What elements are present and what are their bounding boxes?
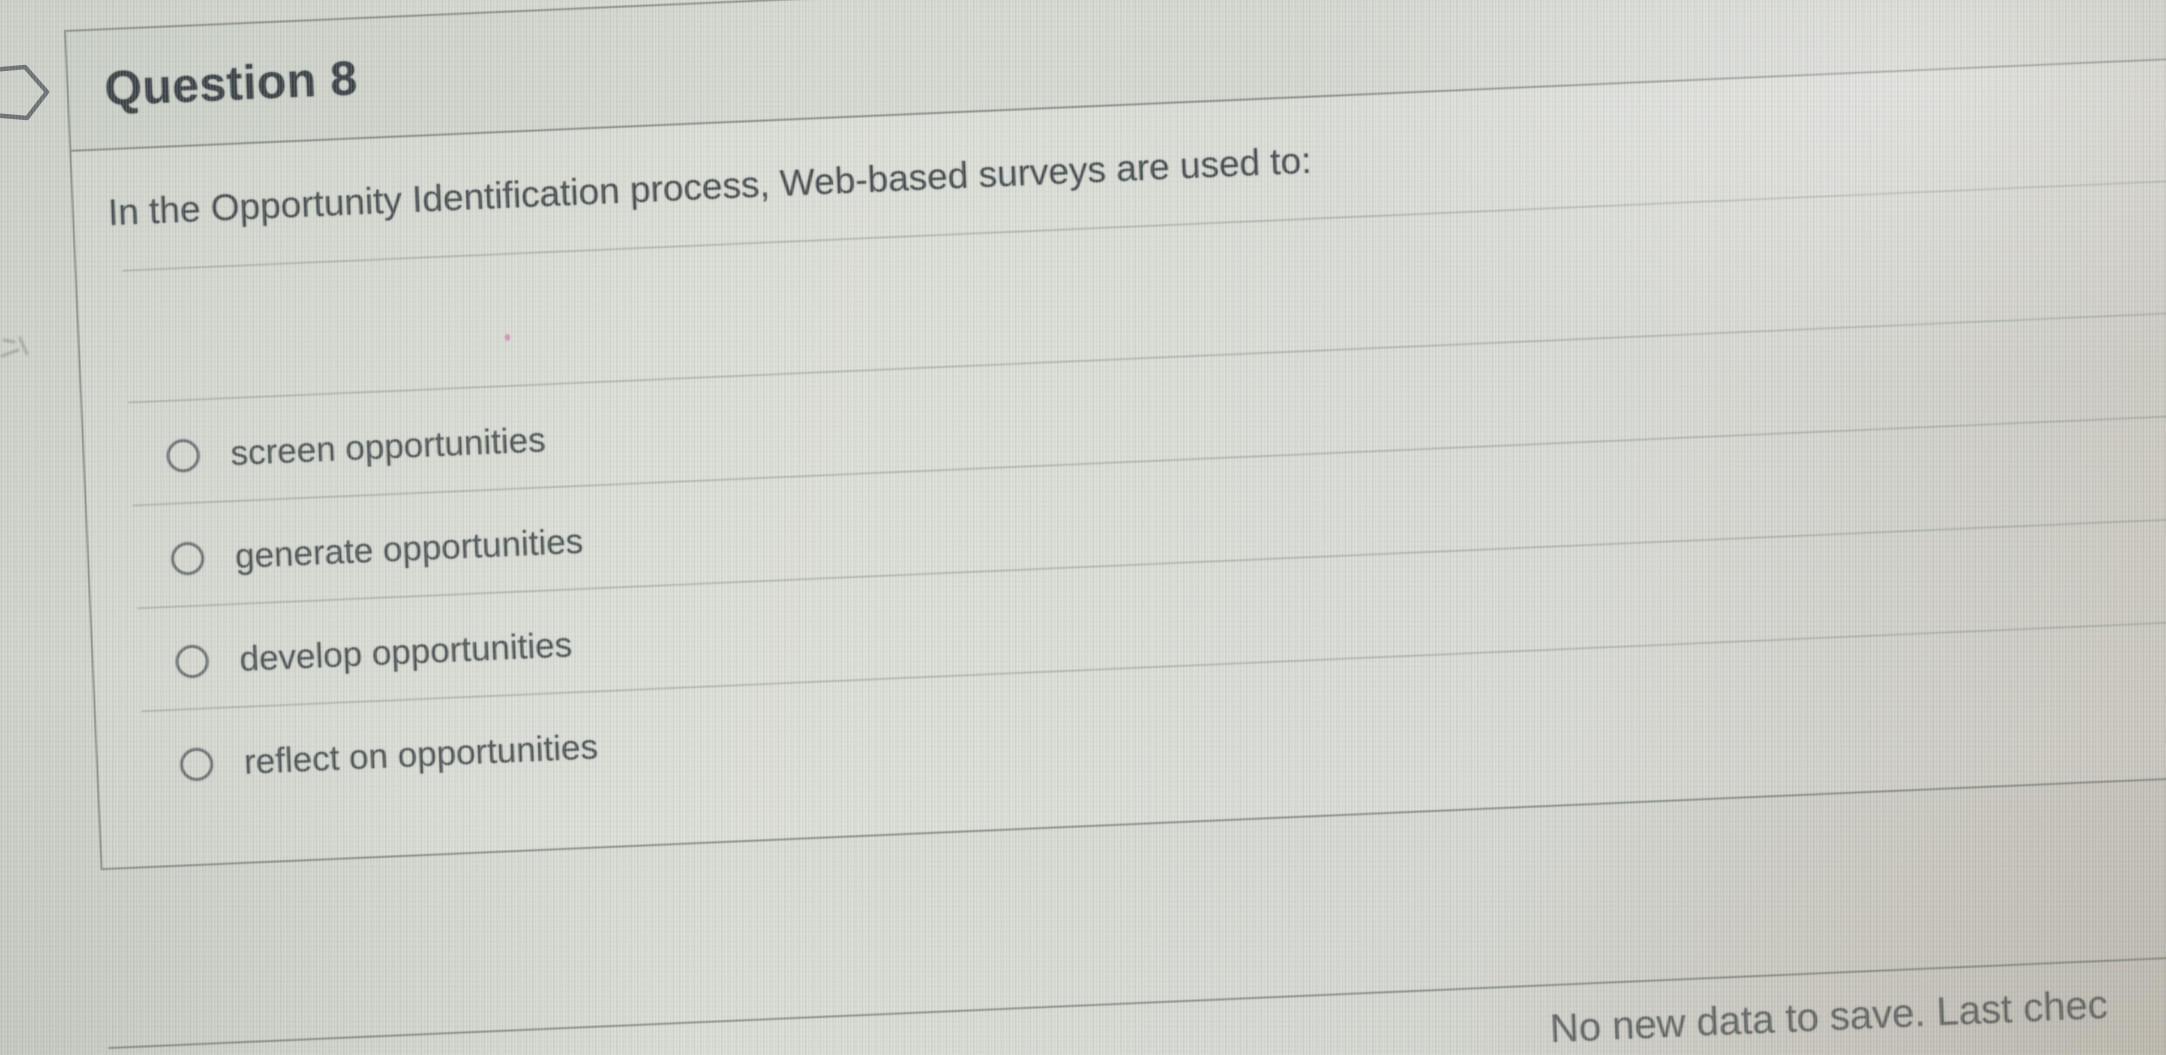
pixel-speck: [505, 334, 510, 341]
answer-label-2[interactable]: generate opportunities: [234, 521, 584, 576]
autosave-status-text: No new data to save. Last chec: [1549, 982, 2109, 1052]
faint-artifact: [0, 336, 29, 358]
question-title: Question 8: [103, 51, 359, 116]
answer-radio-4[interactable]: [179, 747, 214, 782]
answer-label-3[interactable]: develop opportunities: [238, 624, 573, 679]
answer-radio-3[interactable]: [174, 644, 210, 679]
answer-radio-1[interactable]: [165, 438, 201, 473]
screen-content-plane: Question 8 In the Opportunity Identifica…: [64, 0, 2166, 1055]
question-marker-icon: [0, 64, 50, 121]
answer-radio-2[interactable]: [170, 541, 205, 576]
question-card: Question 8 In the Opportunity Identifica…: [64, 0, 2166, 871]
answer-label-4[interactable]: reflect on opportunities: [243, 726, 599, 782]
answer-label-1[interactable]: screen opportunities: [229, 419, 547, 473]
